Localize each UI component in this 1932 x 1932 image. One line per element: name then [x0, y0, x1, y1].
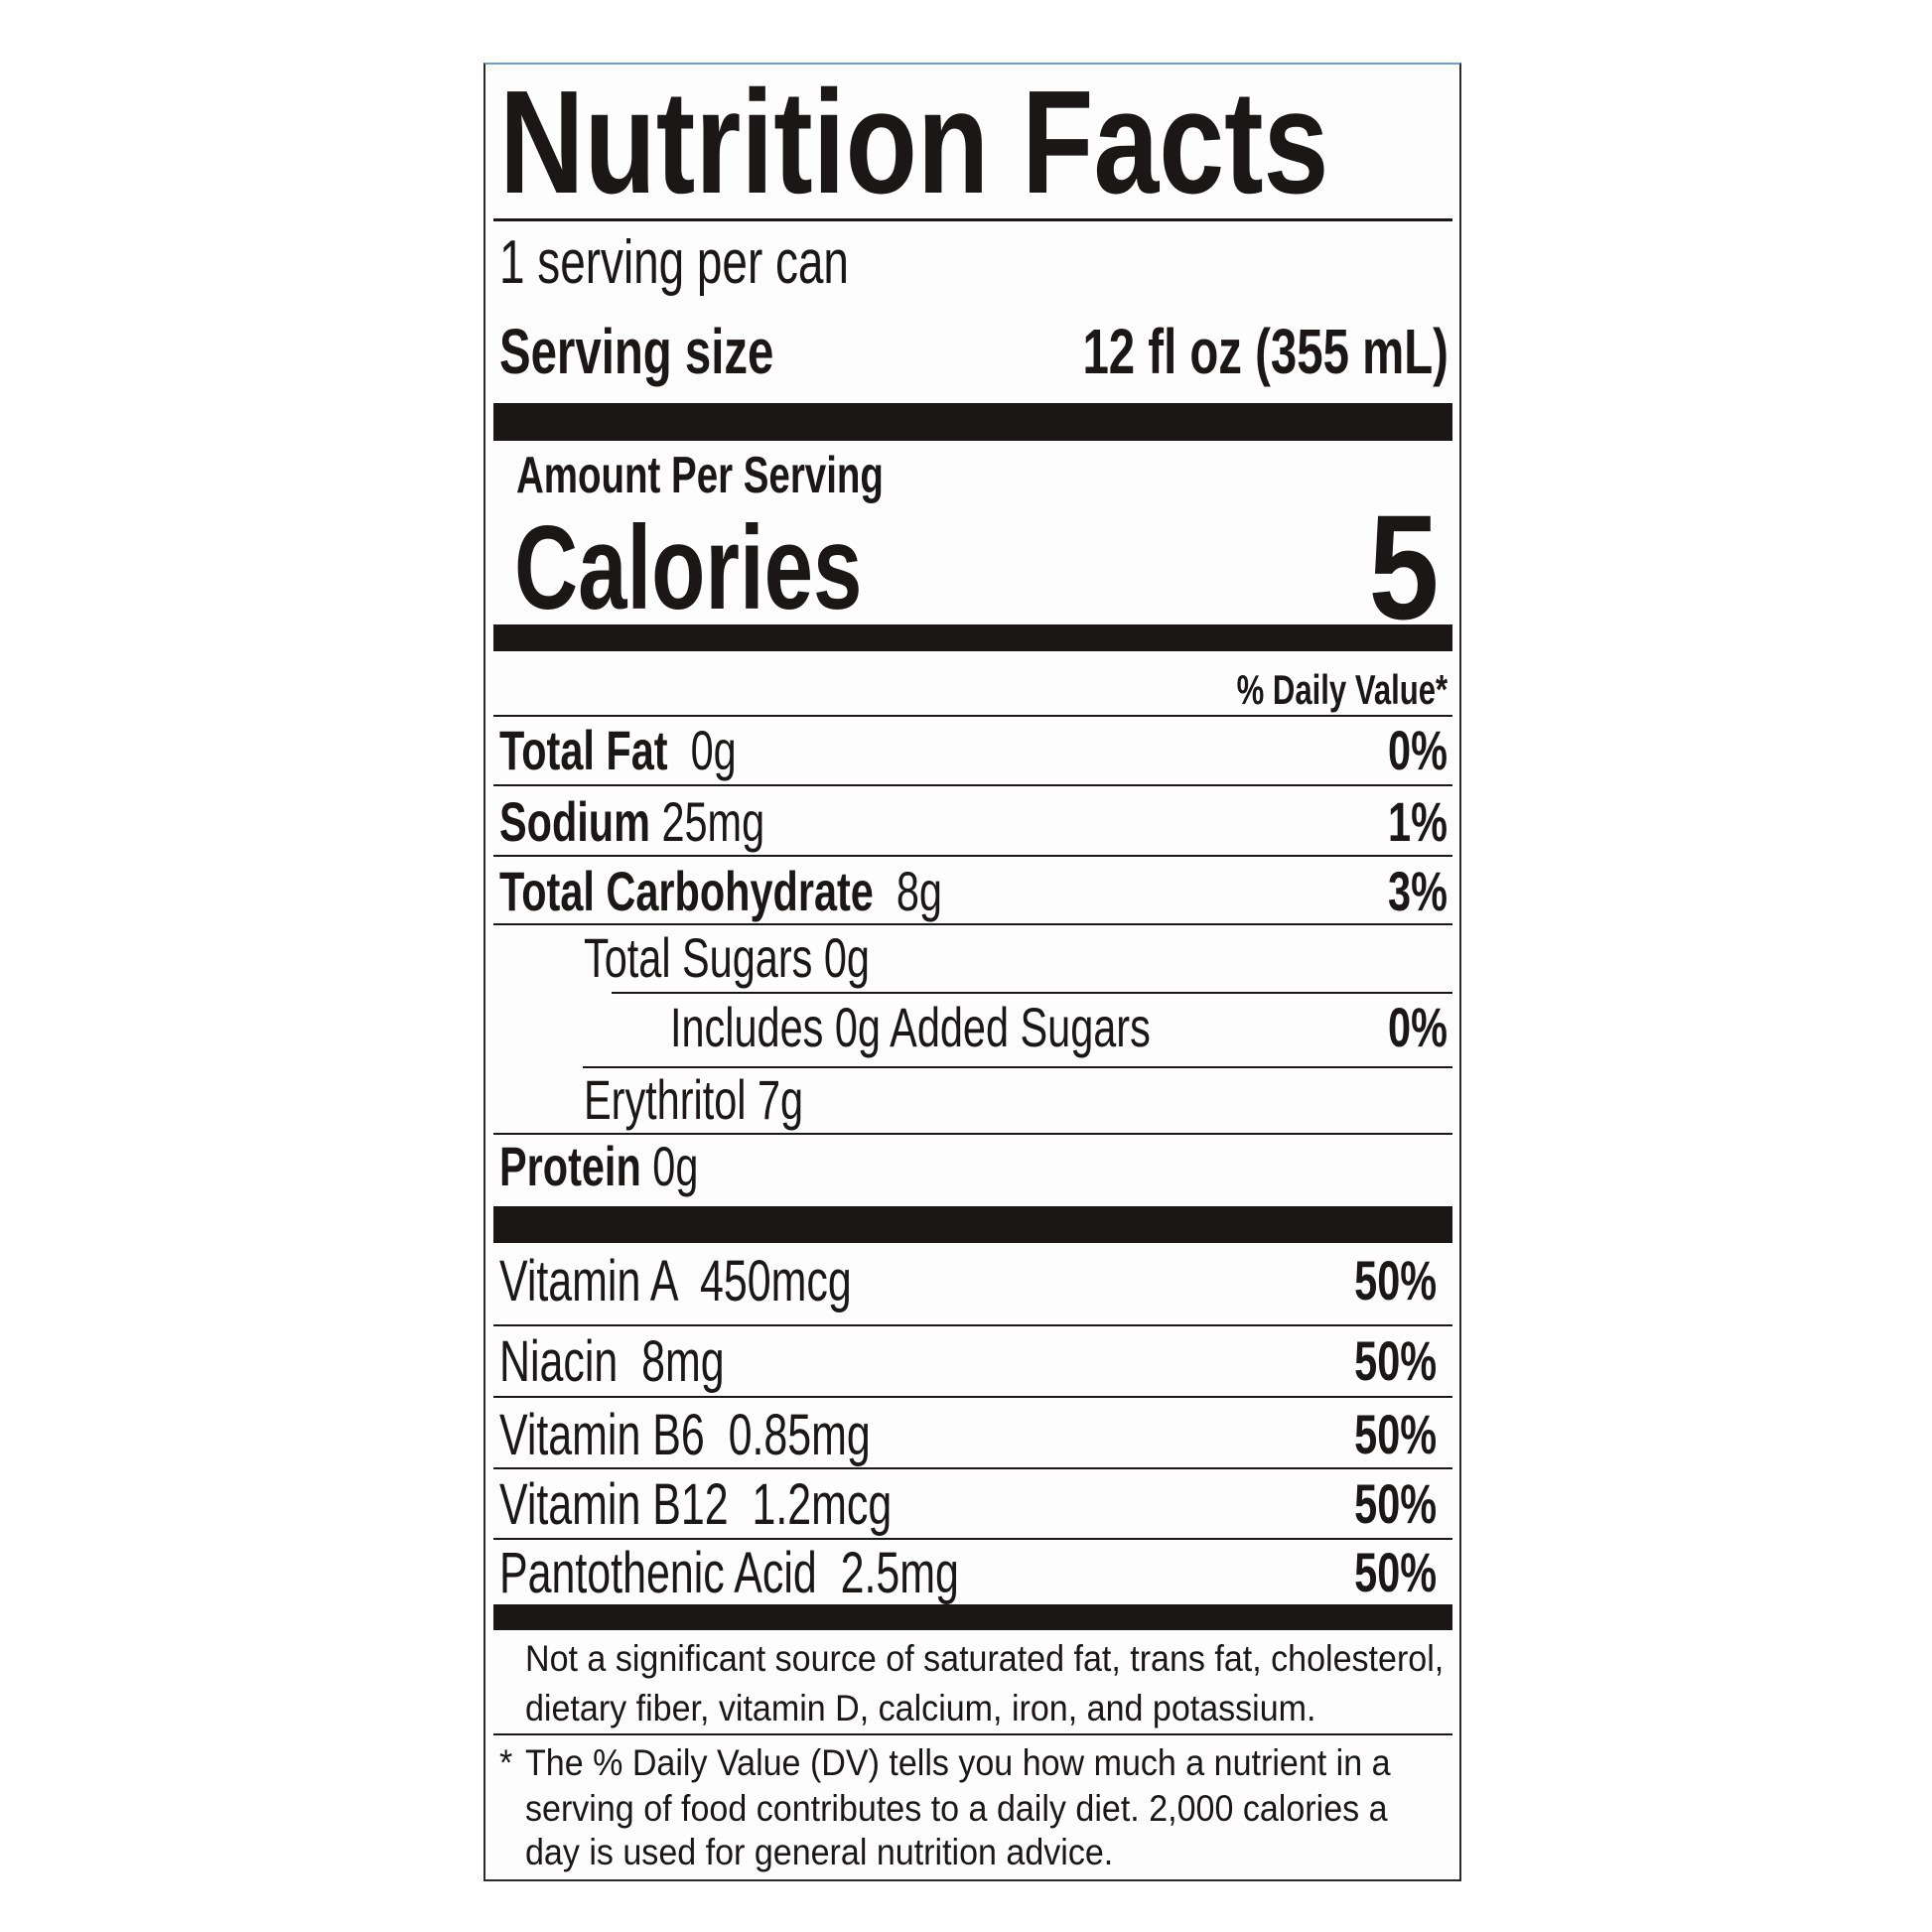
footnote-text: day is used for general nutrition advice… [525, 1832, 1114, 1872]
nutrient-amount: 8g [896, 860, 942, 922]
nutrient-dv: 0% [1388, 996, 1448, 1058]
nutrient-row-total-carbohydrate: Total Carbohydrate 8g [499, 864, 942, 919]
divider [493, 855, 1452, 857]
nutrient-row-sodium: Sodium 25mg [499, 794, 764, 850]
label-title: Nutrition Facts [499, 61, 1329, 224]
vitamin-row: Vitamin A 450mcg [499, 1249, 852, 1313]
not-significant-text: dietary fiber, vitamin D, calcium, iron,… [525, 1688, 1316, 1728]
divider [493, 1467, 1452, 1469]
nutrient-row-total-fat: Total Fat 0g [499, 723, 737, 778]
vitamin-row: Vitamin B6 0.85mg [499, 1403, 871, 1467]
thick-divider [493, 1604, 1452, 1630]
nutrient-label: Total Carbohydrate [499, 860, 874, 922]
divider [493, 1538, 1452, 1540]
footnote-text: serving of food contributes to a daily d… [525, 1788, 1388, 1829]
vitamin-dv: 50% [1354, 1541, 1437, 1603]
divider [493, 1133, 1452, 1135]
divider [493, 1396, 1452, 1398]
serving-size-value: 12 fl oz (355 mL) [1082, 316, 1449, 387]
nutrient-label: Total Fat [499, 719, 668, 781]
vitamin-dv: 50% [1354, 1249, 1437, 1311]
divider [493, 715, 1452, 717]
nutrient-amount: 25mg [661, 790, 765, 853]
vitamin-dv: 50% [1354, 1403, 1437, 1465]
amount-per-serving: Amount Per Serving [516, 447, 884, 504]
divider [583, 1066, 1452, 1068]
calories-label: Calories [514, 501, 863, 634]
footnote-text: The % Daily Value (DV) tells you how muc… [525, 1742, 1391, 1783]
nutrient-row-protein: Protein 0g [499, 1139, 698, 1194]
nutrient-dv: 1% [1388, 790, 1448, 853]
footnote-star: * [499, 1742, 513, 1783]
thick-divider [493, 1206, 1452, 1243]
daily-value-header: % Daily Value* [1236, 666, 1448, 713]
thick-divider [493, 624, 1452, 651]
nutrient-dv: 0% [1388, 719, 1448, 781]
divider [493, 1324, 1452, 1326]
vitamin-row: Vitamin B12 1.2mcg [499, 1472, 893, 1537]
vitamin-dv: 50% [1354, 1472, 1437, 1535]
nutrient-label: Protein [499, 1135, 641, 1197]
nutrient-row-erythritol: Erythritol 7g [584, 1068, 804, 1131]
thick-divider [493, 403, 1452, 441]
vitamin-row: Pantothenic Acid 2.5mg [499, 1541, 959, 1605]
vitamin-dv: 50% [1354, 1329, 1437, 1392]
calories-value: 5 [1368, 483, 1439, 650]
divider [493, 218, 1452, 221]
divider [493, 1733, 1452, 1735]
nutrient-label: Sodium [499, 790, 650, 853]
servings-per-container: 1 serving per can [499, 228, 849, 297]
nutrition-facts-label [483, 63, 1461, 1881]
nutrient-amount: 0g [652, 1135, 699, 1197]
nutrient-row-added-sugars: Includes 0g Added Sugars [670, 996, 1151, 1058]
divider [493, 923, 1452, 925]
vitamin-row: Niacin 8mg [499, 1329, 725, 1394]
nutrient-dv: 3% [1388, 860, 1448, 922]
nutrient-amount: 0g [690, 719, 737, 781]
divider [612, 992, 1452, 994]
serving-size-label: Serving size [499, 316, 774, 387]
divider [493, 784, 1452, 786]
nutrient-row-total-sugars: Total Sugars 0g [584, 926, 870, 989]
not-significant-text: Not a significant source of saturated fa… [525, 1638, 1445, 1679]
